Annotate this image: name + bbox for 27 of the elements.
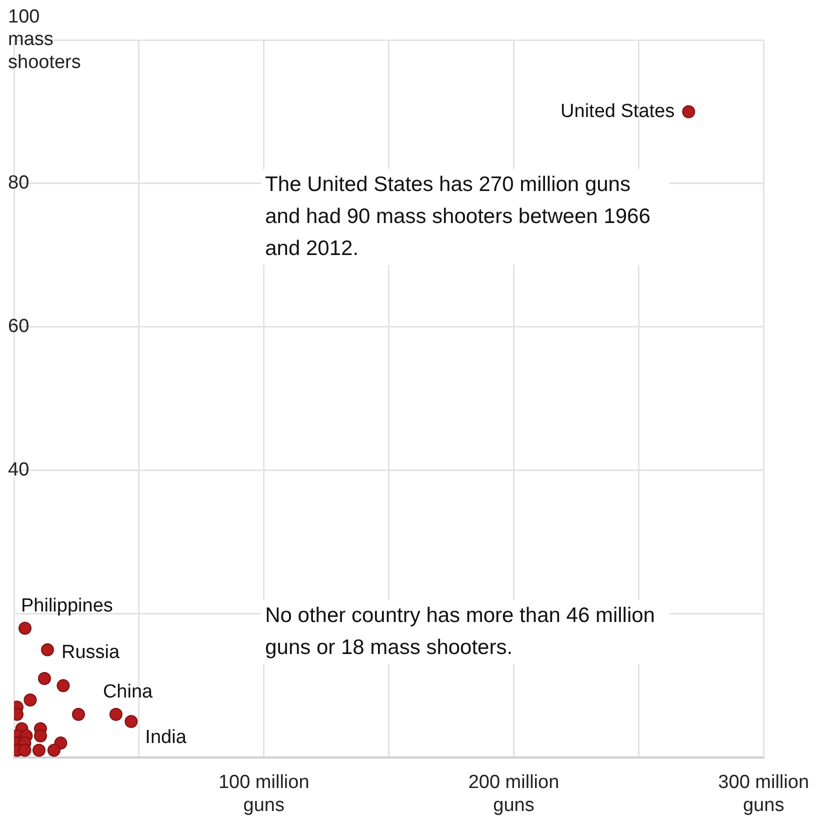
y-tick-label: 40 xyxy=(8,460,30,481)
x-tick-label: 200 million guns xyxy=(468,772,560,816)
annotation: India xyxy=(145,726,187,748)
annotation: United States xyxy=(560,100,675,122)
annotation: The United States has 270 million guns and had 90 mass shooters between 1966 and 2012. xyxy=(261,169,670,266)
point xyxy=(38,672,51,685)
point xyxy=(72,708,85,721)
point xyxy=(18,744,32,757)
annotation: Philippines xyxy=(20,596,113,616)
point xyxy=(40,643,54,656)
x-tick-label: 100 million guns xyxy=(218,772,310,816)
point xyxy=(682,105,696,118)
point xyxy=(24,694,37,707)
annotation: No other country has more than 46 million guns or 18 mass shooters. xyxy=(261,600,670,664)
point xyxy=(124,715,138,728)
point xyxy=(18,622,32,635)
point xyxy=(47,744,60,757)
annotation: Russia xyxy=(61,642,120,664)
x-tick-label: 300 million guns xyxy=(718,772,809,816)
point xyxy=(34,729,47,742)
y-tick-label: 80 xyxy=(8,172,30,194)
y-tick-label: 60 xyxy=(8,316,30,338)
y-tick-label: 100 mass shooters xyxy=(8,6,81,74)
point xyxy=(32,744,46,757)
annotation: China xyxy=(102,682,154,703)
point xyxy=(109,708,122,721)
point xyxy=(56,679,70,692)
